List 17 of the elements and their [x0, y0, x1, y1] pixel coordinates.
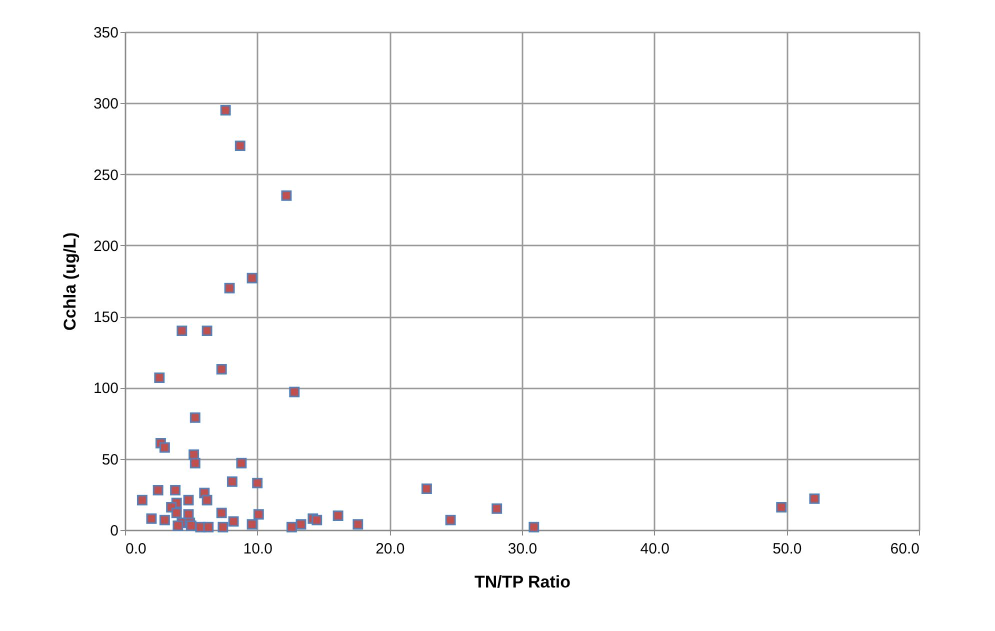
x-tick-label: 20.0	[376, 540, 405, 558]
y-tick-label: 100	[93, 380, 118, 398]
y-tick-label: 150	[93, 309, 118, 326]
y-tick-label: 200	[93, 238, 118, 255]
y-tick-label: 50	[102, 451, 118, 468]
x-tick-label: 60.0	[890, 540, 920, 558]
y-tick-label: 300	[93, 96, 118, 113]
y-tick-label: 350	[93, 24, 118, 42]
y-axis-title: Cchla (ug/L)	[60, 232, 80, 331]
x-tick-label: 10.0	[243, 540, 272, 558]
x-tick-label: 40.0	[640, 540, 670, 558]
x-tick-label: 0.0	[126, 540, 146, 558]
x-tick-label: 30.0	[508, 540, 538, 558]
y-tick-label: 0	[110, 522, 118, 540]
x-axis-title: TN/TP Ratio	[474, 572, 571, 592]
x-tick-label: 50.0	[772, 540, 802, 558]
y-tick-label: 250	[93, 166, 118, 184]
